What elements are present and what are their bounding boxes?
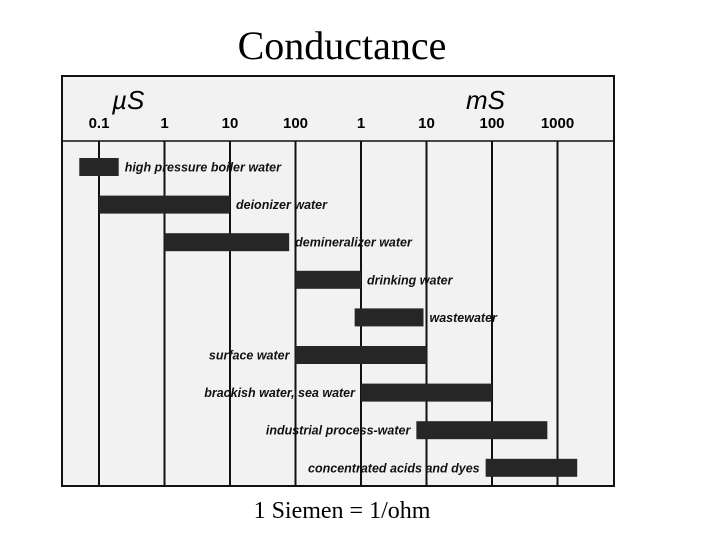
range-bar [99, 195, 230, 214]
tick-label: 1 [160, 115, 168, 132]
bar-label: surface water [209, 349, 291, 363]
tick-label: 10 [418, 115, 435, 132]
bar-label: wastewater [430, 311, 499, 325]
tick-label: 1000 [541, 115, 574, 132]
range-bar [485, 458, 578, 477]
bar-label: demineralizer water [295, 236, 413, 250]
slide-title: Conductance [237, 23, 447, 68]
tick-label: 1 [357, 115, 365, 132]
bar-label: brackish water, sea water [204, 386, 356, 400]
tick-label: 10 [222, 115, 239, 132]
range-bar [164, 233, 290, 252]
bar-label: concentrated acids and dyes [308, 461, 480, 475]
unit-label-mS: mS [466, 85, 506, 115]
unit-label-uS: µS [111, 85, 145, 115]
tick-label: 100 [479, 115, 504, 132]
range-bar [416, 421, 548, 440]
tick-label: 100 [283, 115, 308, 132]
range-bar [354, 308, 424, 327]
bar-label: drinking water [367, 273, 454, 287]
bar-label: industrial process-water [266, 424, 412, 438]
tick-label: 0.1 [89, 115, 110, 132]
range-bar [295, 346, 427, 364]
range-bar [295, 270, 361, 289]
footer-note: 1 Siemen = 1/ohm [253, 498, 431, 524]
range-bar [361, 383, 492, 402]
bar-label: high pressure boiler water [125, 161, 282, 175]
range-bar [79, 158, 119, 176]
bar-label: deionizer water [236, 198, 328, 212]
